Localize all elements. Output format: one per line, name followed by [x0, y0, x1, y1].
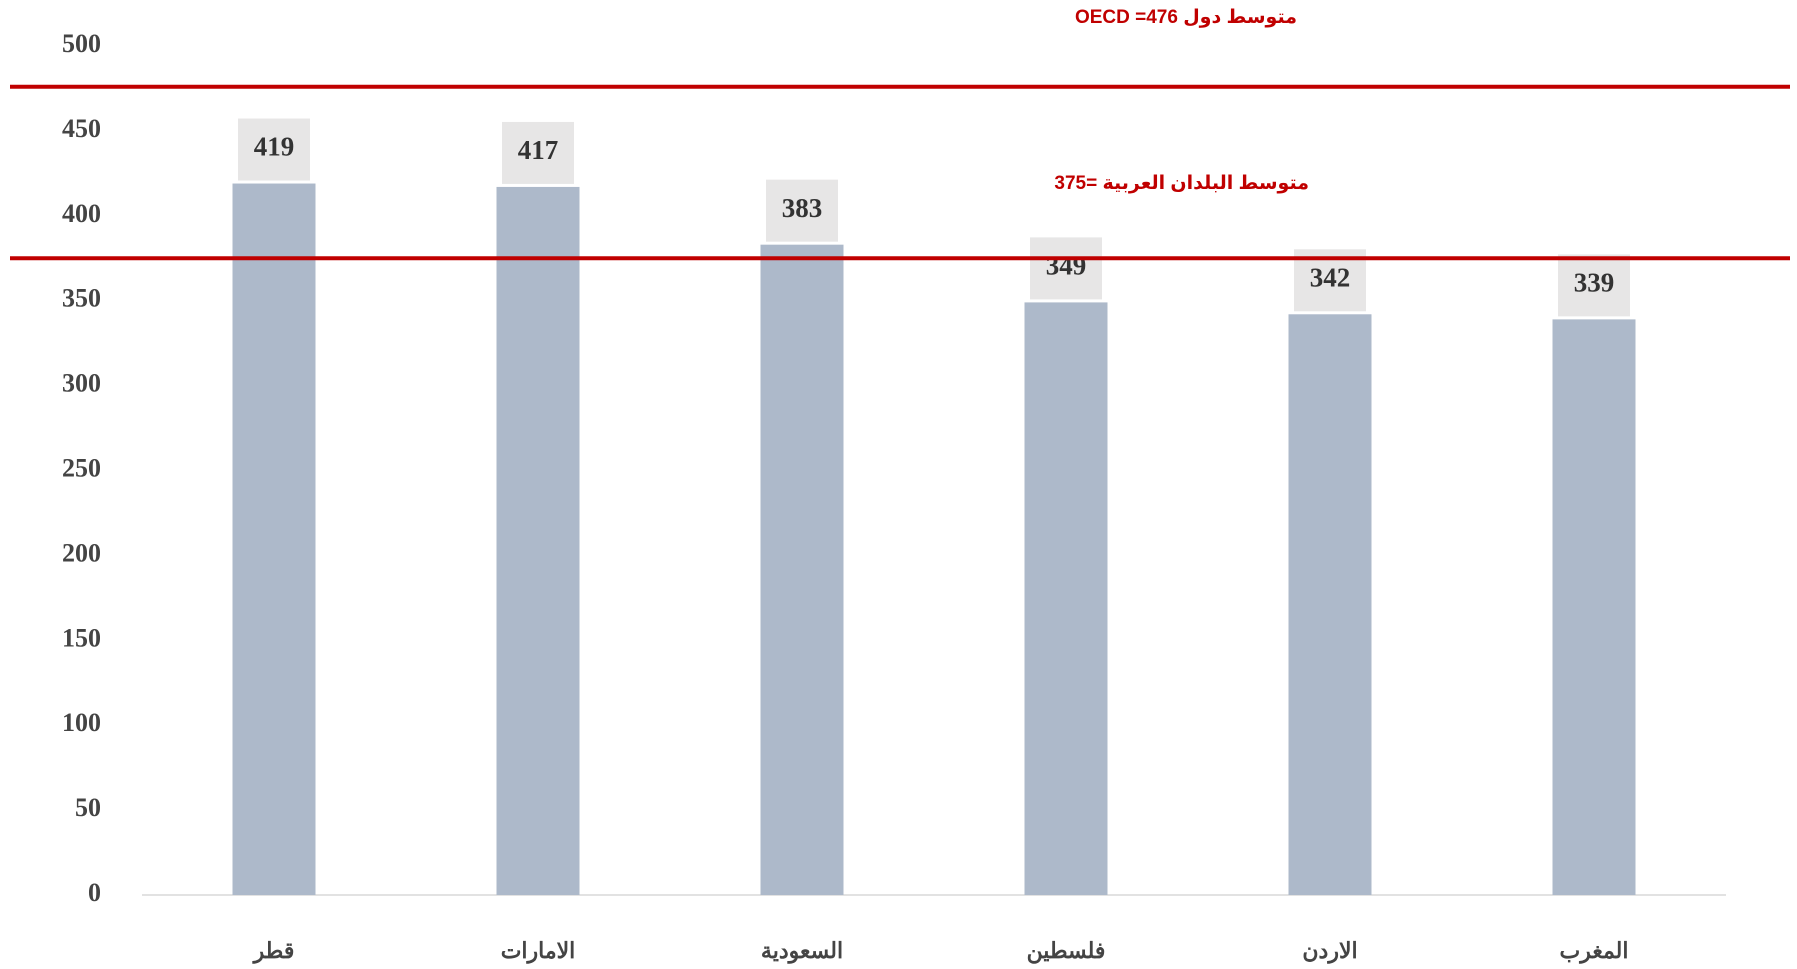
value-label-box	[1030, 237, 1102, 300]
x-tick-label: قطر	[252, 938, 295, 964]
x-tick-label: الامارات	[501, 938, 576, 964]
y-tick-label: 400	[62, 199, 101, 228]
value-label: 349	[1046, 251, 1087, 281]
y-tick-label: 250	[62, 453, 101, 482]
value-label-box	[502, 121, 574, 184]
x-tick-label: المغرب	[1560, 938, 1629, 964]
value-label-box	[1558, 254, 1630, 317]
x-tick-label: فلسطين	[1027, 938, 1106, 964]
y-tick-label: 450	[62, 114, 101, 143]
reference-label: متوسط دول OECD =476	[1075, 7, 1297, 28]
y-tick-label: 100	[62, 708, 101, 737]
bar	[760, 244, 844, 895]
value-label: 339	[1574, 268, 1615, 298]
value-label: 383	[782, 193, 823, 223]
x-tick-label: الاردن	[1302, 938, 1357, 964]
bar	[496, 186, 580, 895]
value-label-box	[238, 118, 310, 181]
value-label-box	[766, 179, 838, 242]
value-label: 417	[518, 135, 559, 165]
y-tick-label: 150	[62, 623, 101, 652]
reference-label: متوسط البلدان العربية =375	[1054, 173, 1309, 194]
bar	[1552, 319, 1636, 895]
y-tick-label: 0	[88, 878, 101, 907]
y-tick-label: 200	[62, 538, 101, 567]
y-tick-label: 50	[75, 793, 101, 822]
bar	[1288, 314, 1372, 895]
bar	[1024, 302, 1108, 895]
y-tick-label: 300	[62, 369, 101, 398]
value-label: 419	[254, 132, 295, 162]
bar	[232, 183, 316, 896]
x-tick-label: السعودية	[761, 938, 843, 964]
y-tick-label: 350	[62, 284, 101, 313]
value-label: 342	[1310, 262, 1351, 292]
y-tick-label: 500	[62, 29, 101, 58]
